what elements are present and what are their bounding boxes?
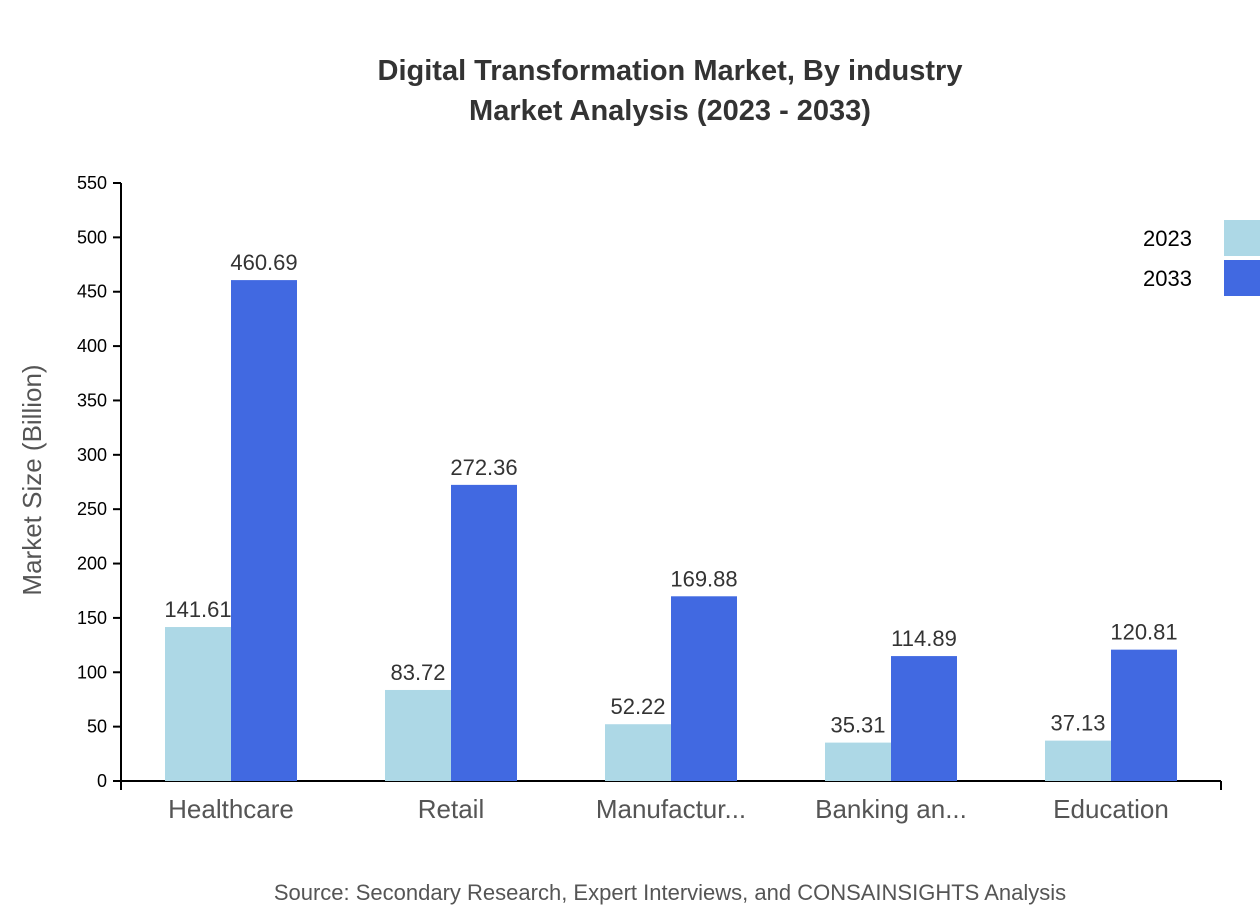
bar-2033 — [891, 656, 957, 781]
source-note: Source: Secondary Research, Expert Inter… — [274, 880, 1066, 905]
chart-title: Digital Transformation Market, By indust… — [378, 55, 963, 87]
legend-swatch-2023 — [1224, 220, 1260, 256]
data-label: 120.81 — [1110, 620, 1177, 645]
y-tick-label: 300 — [77, 445, 107, 465]
y-tick-label: 400 — [77, 336, 107, 356]
data-label: 460.69 — [230, 250, 297, 275]
data-label: 52.22 — [610, 694, 665, 719]
bar-2033 — [231, 280, 297, 781]
y-tick-label: 150 — [77, 608, 107, 628]
x-tick-label: Education — [1053, 794, 1169, 824]
y-tick-label: 450 — [77, 282, 107, 302]
data-label: 83.72 — [390, 660, 445, 685]
y-tick-label: 500 — [77, 227, 107, 247]
bar-2023 — [165, 627, 231, 781]
y-tick-label: 250 — [77, 499, 107, 519]
x-tick-label: Healthcare — [168, 794, 294, 824]
bar-2023 — [1045, 740, 1111, 781]
legend-label: 2033 — [1143, 266, 1192, 291]
data-label: 37.13 — [1050, 711, 1105, 736]
y-tick-label: 200 — [77, 554, 107, 574]
bar-2023 — [385, 689, 451, 781]
data-label: 141.61 — [164, 597, 231, 622]
y-tick-label: 350 — [77, 390, 107, 410]
data-label: 35.31 — [830, 713, 885, 738]
x-tick-label: Banking an... — [815, 794, 967, 824]
x-tick-label: Manufactur... — [596, 794, 746, 824]
data-label: 169.88 — [670, 566, 737, 591]
y-tick-label: 0 — [97, 771, 107, 791]
y-axis-label: Market Size (Billion) — [17, 364, 47, 595]
bar-2033 — [1111, 649, 1177, 781]
data-label: 272.36 — [450, 455, 517, 480]
y-tick-label: 50 — [87, 717, 107, 737]
y-tick-label: 550 — [77, 173, 107, 193]
bar-2033 — [451, 484, 517, 781]
bar-2033 — [671, 596, 737, 781]
bar-2023 — [605, 724, 671, 781]
data-label: 114.89 — [891, 626, 957, 651]
bar-2023 — [825, 742, 891, 781]
legend-swatch-2033 — [1224, 260, 1260, 296]
legend-label: 2023 — [1143, 226, 1192, 251]
y-tick-label: 100 — [77, 662, 107, 682]
x-tick-label: Retail — [418, 794, 484, 824]
chart-subtitle: Market Analysis (2023 - 2033) — [469, 95, 871, 127]
